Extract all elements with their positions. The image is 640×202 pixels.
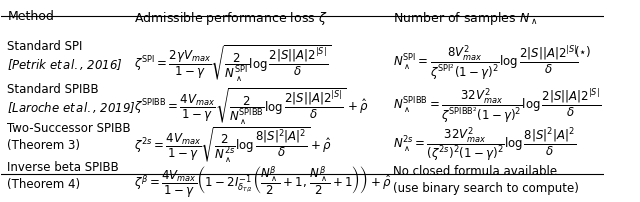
Text: $\zeta^\mathrm{SPI} = \dfrac{2\gamma V_{max}}{1-\gamma}\sqrt{\dfrac{2}{N_\wedge^: $\zeta^\mathrm{SPI} = \dfrac{2\gamma V_{… [134,43,331,83]
Text: Admissible performance loss $\zeta$: Admissible performance loss $\zeta$ [134,10,328,27]
Text: Method: Method [8,10,54,23]
Text: $N_\wedge^\mathrm{SPI} = \dfrac{8V_{max}^2}{\zeta^{\mathrm{SPI}^2}(1-\gamma)^2}\: $N_\wedge^\mathrm{SPI} = \dfrac{8V_{max}… [393,43,579,82]
Text: Two-Successor SPIBB: Two-Successor SPIBB [8,121,131,134]
Text: $\zeta^\mathrm{SPIBB} = \dfrac{4V_{max}}{1-\gamma}\sqrt{\dfrac{2}{N_\wedge^\math: $\zeta^\mathrm{SPIBB} = \dfrac{4V_{max}}… [134,86,369,126]
Text: (use binary search to compute): (use binary search to compute) [393,181,579,194]
Text: Number of samples $N_\wedge$: Number of samples $N_\wedge$ [393,10,538,27]
Text: $N_\wedge^{2s} = \dfrac{32V_{max}^2}{(\zeta^{2s})^2(1-\gamma)^2}\log\dfrac{8|S|^: $N_\wedge^{2s} = \dfrac{32V_{max}^2}{(\z… [393,125,576,163]
Text: (Theorem 4): (Theorem 4) [8,177,81,190]
Text: $N_\wedge^\mathrm{SPIBB} = \dfrac{32V_{max}^2}{\zeta^{\mathrm{SPIBB}^2}(1-\gamma: $N_\wedge^\mathrm{SPIBB} = \dfrac{32V_{m… [393,86,602,125]
Text: $(\star)$: $(\star)$ [574,43,592,58]
Text: Standard SPI: Standard SPI [8,40,83,53]
Text: Inverse beta SPIBB: Inverse beta SPIBB [8,161,119,174]
Text: $\zeta^{2s} = \dfrac{4V_{max}}{1-\gamma}\sqrt{\dfrac{2}{N_\wedge^{2s}}\log\dfrac: $\zeta^{2s} = \dfrac{4V_{max}}{1-\gamma}… [134,125,332,163]
Text: (Theorem 3): (Theorem 3) [8,138,81,151]
Text: [Laroche $\it{et\,al.}$, 2019]: [Laroche $\it{et\,al.}$, 2019] [8,99,136,114]
Text: $\zeta^\beta = \dfrac{4V_{max}}{1-\gamma}\left(1-2I_{\delta_{T/2}}^{-1}\left(\df: $\zeta^\beta = \dfrac{4V_{max}}{1-\gamma… [134,164,392,199]
Text: Standard SPIBB: Standard SPIBB [8,83,99,96]
Text: [Petrik $\it{et\,al.}$, 2016]: [Petrik $\it{et\,al.}$, 2016] [8,57,123,72]
Text: No closed formula available: No closed formula available [393,164,557,177]
